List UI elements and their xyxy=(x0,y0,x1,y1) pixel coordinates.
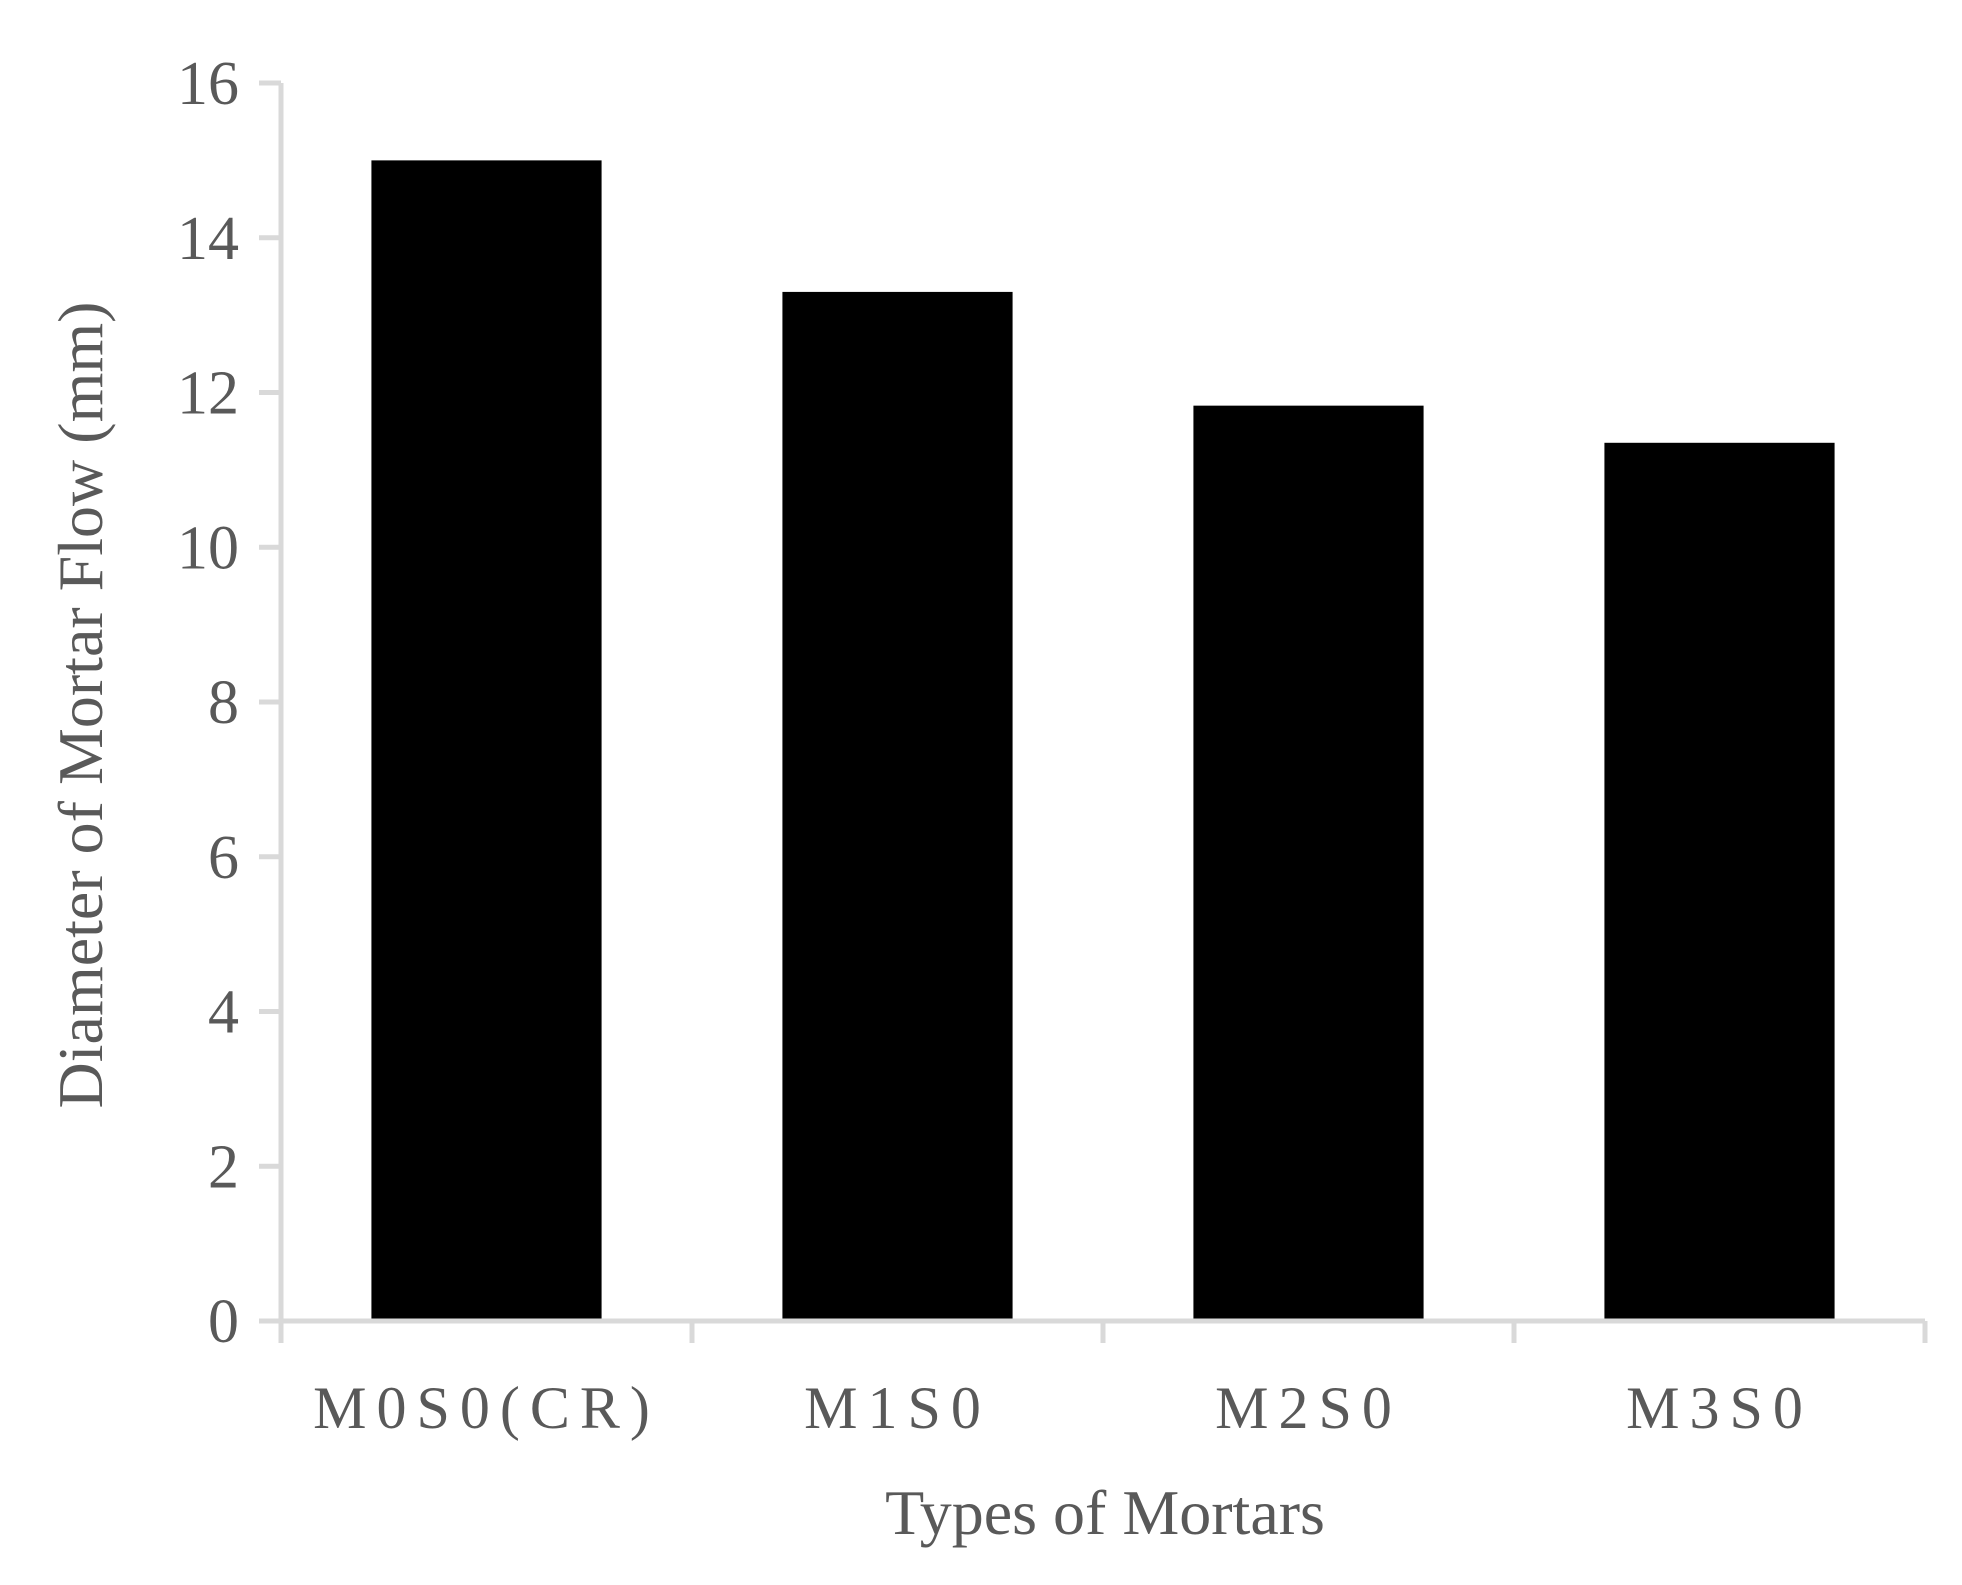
y-tick-label: 8 xyxy=(208,669,239,737)
y-tick-label: 2 xyxy=(208,1133,239,1201)
y-tick-labels: 0 2 4 6 8 10 12 14 16 xyxy=(177,50,239,1356)
x-axis-ticks xyxy=(278,1321,1928,1343)
y-tick-label: 12 xyxy=(177,360,239,428)
bars xyxy=(371,160,1835,1322)
y-tick-label: 6 xyxy=(208,824,239,892)
x-category-label: M2S0 xyxy=(1215,1375,1402,1441)
x-category-label: M0S0(CR) xyxy=(313,1375,660,1441)
y-tick-label: 14 xyxy=(177,205,239,273)
y-tick-label: 0 xyxy=(208,1288,239,1356)
y-tick-label: 10 xyxy=(177,514,239,582)
x-category-label: M3S0 xyxy=(1626,1375,1813,1441)
x-axis-title: Types of Mortars xyxy=(885,1477,1325,1548)
x-category-labels: M0S0(CR) M1S0 M2S0 M3S0 xyxy=(313,1375,1813,1441)
x-category-label: M1S0 xyxy=(804,1375,991,1441)
y-axis-title: Diameter of Mortar Flow (mm) xyxy=(45,302,116,1109)
bar-m0s0-cr xyxy=(371,160,602,1321)
bar-m1s0 xyxy=(782,291,1013,1322)
bar-m3s0 xyxy=(1604,442,1835,1321)
bar-m2s0 xyxy=(1193,405,1424,1321)
y-tick-label: 4 xyxy=(208,979,239,1047)
y-tick-label: 16 xyxy=(177,50,239,118)
